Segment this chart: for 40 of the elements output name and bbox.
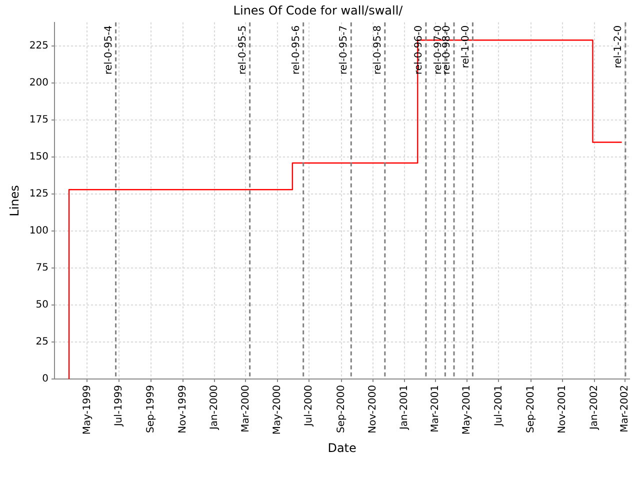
x-tick-label: May-2001: [462, 385, 473, 435]
y-tick-label: 200: [29, 78, 48, 89]
x-tick-label: Nov-1999: [177, 385, 188, 434]
x-tick-label: Jul-2001: [493, 385, 504, 428]
y-tick-label: 175: [29, 114, 48, 126]
y-tick-label: 50: [36, 300, 48, 311]
y-tick-label: 225: [29, 40, 48, 52]
x-axis-title: Date: [328, 440, 356, 455]
y-tick-label: 25: [36, 336, 48, 348]
x-tick-label: Mar-2000: [240, 385, 252, 432]
ref-line-label: rel-1-0-0: [460, 25, 472, 68]
x-tick-label: Mar-2002: [620, 385, 631, 432]
ref-line-label: rel-0-95-7: [338, 25, 350, 75]
x-tick-label: Nov-2000: [368, 385, 379, 434]
ref-line-label: rel-0-95-5: [237, 25, 248, 75]
x-tick-label: Jan-2002: [588, 385, 600, 431]
y-tick-label: 150: [29, 152, 48, 163]
x-tick-label: Sep-2000: [336, 385, 347, 433]
x-tick-label: Mar-2001: [430, 385, 441, 432]
ref-line-label: rel-0-98-0: [442, 25, 453, 75]
y-tick-label: 0: [42, 374, 48, 385]
x-tick-label: Jan-2001: [399, 385, 410, 431]
ref-line-label: rel-0-95-4: [103, 25, 114, 75]
x-tick-label: Jul-2000: [304, 385, 315, 428]
y-tick-label: 100: [29, 226, 48, 237]
x-tick-label: Nov-2001: [557, 385, 568, 434]
ref-line-label: rel-1-2-0: [613, 25, 624, 68]
y-tick-label: 75: [36, 262, 48, 274]
x-tick-label: Sep-1999: [146, 385, 157, 433]
x-tick-label: Sep-2001: [525, 385, 536, 433]
x-tick-label: Jul-1999: [114, 385, 125, 428]
x-tick-label: May-2000: [272, 385, 283, 435]
ref-line-label: rel-0-96-0: [414, 25, 425, 75]
chart-title: Lines Of Code for wall/swall/: [233, 3, 404, 18]
y-tick-label: 125: [29, 188, 48, 200]
ref-line-label: rel-0-95-6: [290, 25, 302, 75]
ref-line-label: rel-0-95-8: [372, 25, 384, 75]
x-tick-label: May-1999: [82, 385, 93, 435]
y-axis-title: Lines: [7, 185, 22, 216]
x-tick-label: Jan-2000: [209, 385, 220, 431]
